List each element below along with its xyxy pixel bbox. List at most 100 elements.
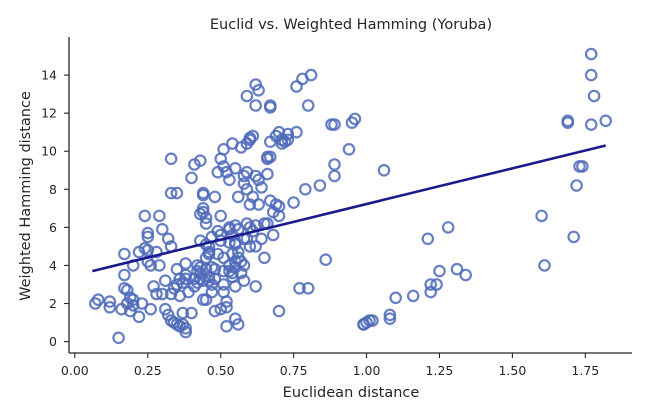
y-tick-label: 8: [49, 182, 57, 197]
scatter-point: [118, 247, 131, 261]
scatter-point: [153, 259, 166, 272]
scatter-point: [258, 251, 271, 265]
scatter-point: [441, 221, 455, 234]
x-axis-label: Euclidean distance: [283, 385, 420, 401]
scatter-point: [301, 99, 315, 112]
scatter-point: [179, 325, 192, 339]
scatter-point: [584, 68, 598, 82]
scatter-point: [141, 226, 155, 240]
scatter-point: [194, 260, 207, 274]
scatter-point: [159, 274, 172, 287]
scatter-point: [179, 272, 192, 286]
scatter-point: [170, 186, 184, 200]
scatter-point: [406, 289, 420, 303]
scatter-point: [144, 302, 157, 316]
scatter-point: [252, 198, 265, 211]
scatter-point: [229, 280, 242, 293]
scatter-point: [199, 217, 213, 230]
y-tick-label: 4: [49, 258, 57, 273]
scatter-point: [319, 253, 332, 267]
scatter-point: [263, 150, 277, 164]
y-axis-label: Weighted Hamming distance: [18, 91, 34, 301]
scatter-point: [421, 232, 435, 246]
x-tick-label: 0.75: [280, 363, 308, 378]
scatter-point: [252, 84, 265, 97]
scatter-point: [220, 300, 233, 314]
y-tick-label: 0: [49, 334, 57, 349]
scatter-point: [252, 173, 265, 187]
scatter-point: [135, 297, 149, 310]
scatter-point: [377, 164, 391, 177]
scatter-point: [208, 272, 222, 286]
scatter-point: [249, 280, 262, 293]
scatter-point: [383, 308, 397, 322]
scatter-point: [237, 274, 251, 287]
scatter-point: [229, 162, 242, 175]
scatter-point: [424, 278, 437, 291]
scatter-point: [185, 306, 198, 320]
scatter-point: [202, 245, 216, 259]
scatter-point: [156, 287, 169, 301]
scatter-point: [281, 127, 295, 141]
scatter-point: [263, 101, 277, 114]
scatter-point: [281, 133, 295, 147]
scatter-point: [290, 125, 303, 139]
scatter-point: [141, 230, 155, 244]
scatter-point: [126, 299, 140, 312]
scatter-point: [208, 190, 222, 204]
scatter-point: [272, 125, 286, 139]
scatter-point: [132, 310, 146, 324]
y-tick-label: 12: [41, 106, 57, 121]
scatter-point: [424, 285, 437, 299]
scatter-point: [141, 243, 155, 257]
scatter-point: [433, 264, 446, 278]
scatter-point: [255, 232, 268, 246]
scatter-point: [91, 293, 105, 306]
scatter-point: [118, 268, 131, 282]
y-tick-label: 14: [41, 68, 57, 83]
scatter-point: [231, 190, 245, 204]
scatter-point: [240, 183, 254, 196]
scatter-point: [103, 295, 117, 308]
scatter-point: [223, 221, 236, 234]
scatter-point: [246, 129, 260, 143]
scatter-point: [217, 143, 230, 156]
scatter-point: [243, 198, 257, 211]
scatter-point: [298, 183, 312, 196]
scatter-point: [538, 259, 551, 272]
scatter-point: [383, 312, 397, 325]
scatter-point: [328, 158, 341, 171]
scatter-point: [144, 259, 157, 272]
x-tick-label: 1.25: [426, 363, 454, 378]
scatter-point: [179, 257, 192, 270]
scatter-point: [156, 223, 169, 236]
scatter-point: [599, 114, 612, 128]
scatter-point: [342, 143, 356, 156]
scatter-point: [237, 259, 251, 272]
scatter-point: [255, 181, 268, 194]
regression-line: [91, 144, 607, 273]
scatter-point: [164, 152, 178, 166]
scatter-point: [185, 171, 198, 185]
y-tick-label: 2: [49, 296, 57, 311]
scatter-point: [301, 281, 315, 295]
chart-title: Euclid vs. Weighted Hamming (Yoruba): [210, 17, 492, 33]
scatter-point: [243, 240, 257, 253]
scatter-point: [179, 321, 192, 335]
scatter-point: [450, 262, 464, 276]
scatter-point: [328, 169, 341, 183]
scatter-point: [584, 47, 598, 61]
scatter-point: [389, 291, 402, 305]
scatter-point: [430, 278, 443, 291]
scatter-point: [328, 118, 341, 131]
scatter-point: [223, 173, 236, 187]
regression-line-group: [91, 144, 607, 273]
scatter-point: [217, 278, 230, 291]
scatter-point: [112, 331, 125, 345]
scatter-point: [313, 179, 327, 192]
x-tick-label: 1.75: [571, 363, 599, 378]
scatter-point: [153, 209, 166, 223]
scatter-point: [261, 167, 274, 181]
x-tick-label: 1.00: [353, 363, 381, 378]
